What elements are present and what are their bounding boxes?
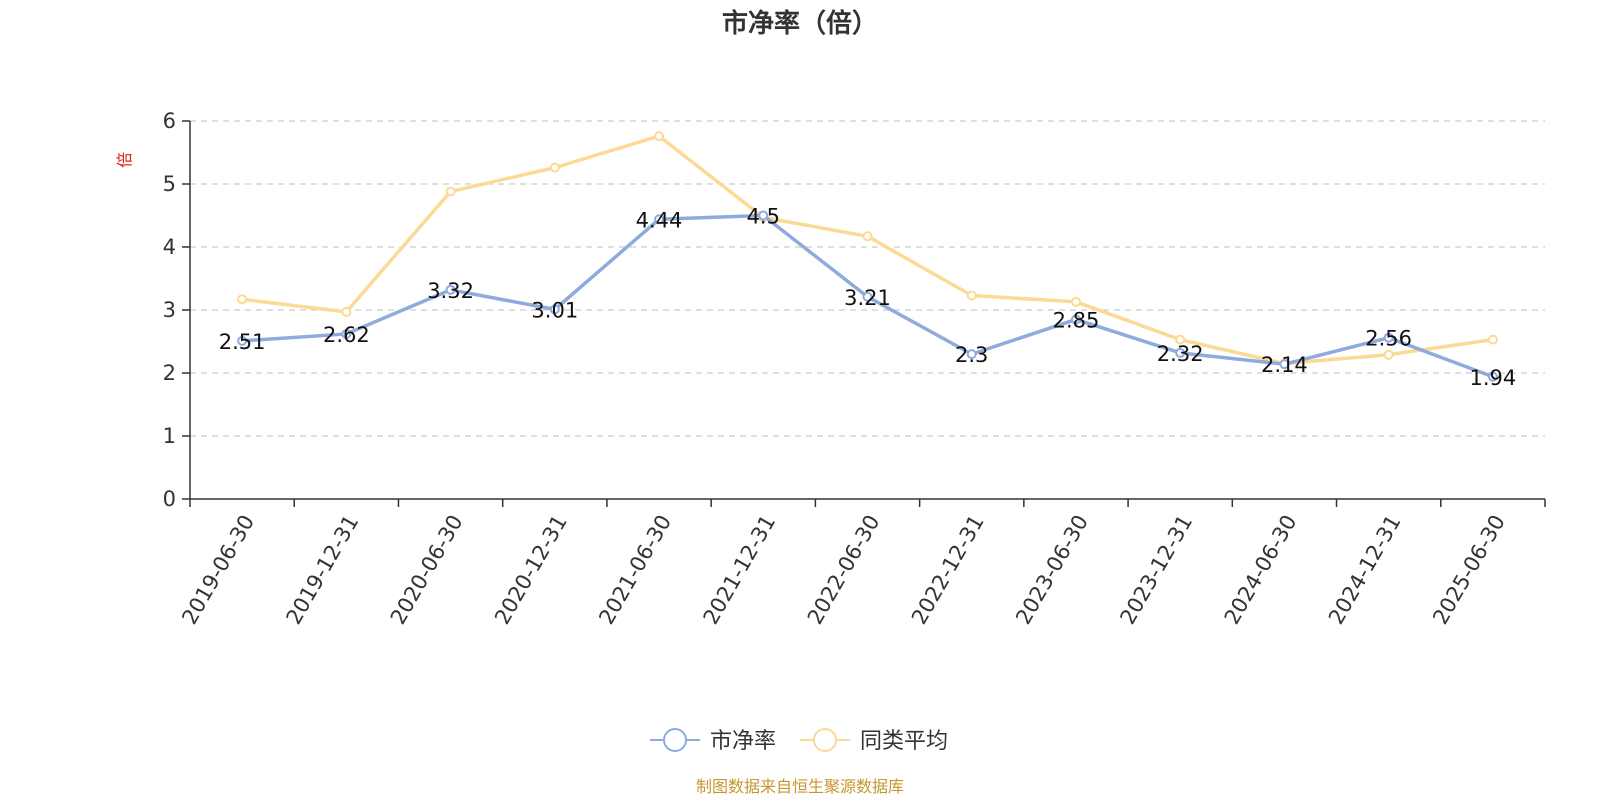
- x-tick-label: 2025-06-30: [1428, 511, 1510, 629]
- x-tick-label: 2019-06-30: [177, 511, 259, 629]
- data-label: 3.21: [844, 286, 891, 310]
- legend-marker-series-1: [813, 728, 837, 752]
- data-labels: 2.51 2.62 3.32 3.01 4.44 4.5 3.21 2.3 2.85 2.32 2.…: [219, 205, 1517, 390]
- legend-item-series-0[interactable]: 市净率: [650, 728, 776, 754]
- data-point[interactable]: [1383, 332, 1394, 343]
- data-point[interactable]: [966, 290, 977, 301]
- data-point[interactable]: [654, 131, 665, 142]
- data-label: 2.14: [1261, 353, 1308, 377]
- data-point[interactable]: [1279, 359, 1290, 370]
- data-point[interactable]: [654, 214, 665, 225]
- data-point[interactable]: [1383, 349, 1394, 360]
- x-tick-label: 2022-12-31: [907, 511, 989, 629]
- data-label: 4.5: [747, 205, 780, 229]
- data-point[interactable]: [445, 186, 456, 197]
- data-label: 2.56: [1365, 327, 1412, 351]
- series-lines: [237, 131, 1498, 382]
- data-label: 4.44: [636, 208, 683, 232]
- grid-lines: [190, 120, 1545, 437]
- x-tick-label: 2020-12-31: [490, 511, 572, 629]
- data-point[interactable]: [1175, 334, 1186, 345]
- x-tick-label: 2023-06-30: [1011, 511, 1093, 629]
- x-tick-label: 2021-12-31: [699, 511, 781, 629]
- data-point[interactable]: [445, 284, 456, 295]
- y-tick-label: 0: [163, 487, 176, 511]
- x-tick-label: 2024-06-30: [1220, 511, 1302, 629]
- y-tick-label: 2: [163, 361, 176, 385]
- series-1: [237, 131, 1498, 369]
- data-point[interactable]: [549, 162, 560, 173]
- data-point[interactable]: [862, 231, 873, 242]
- data-point[interactable]: [862, 291, 873, 302]
- data-point[interactable]: [966, 349, 977, 360]
- chart-title: 市净率（倍）: [722, 8, 878, 39]
- legend: 市净率 同类平均: [650, 728, 948, 754]
- y-axis-unit-label: 倍: [115, 152, 134, 168]
- y-tick-label: 1: [163, 424, 176, 448]
- legend-label-series-1: 同类平均: [860, 729, 948, 754]
- data-point[interactable]: [549, 304, 560, 315]
- x-tick-label: 2022-06-30: [803, 511, 885, 629]
- data-point[interactable]: [1070, 314, 1081, 325]
- axes: 0 1 2 3 4 5 6 2019-06-30 2019-12-31 2020-06-30 202…: [163, 109, 1546, 629]
- x-tick-label: 2019-12-31: [282, 511, 364, 629]
- y-tick-label: 3: [163, 298, 176, 322]
- data-label: 3.32: [427, 279, 474, 303]
- data-point[interactable]: [1175, 347, 1186, 358]
- data-label: 2.32: [1157, 342, 1204, 366]
- y-tick-label: 6: [163, 109, 176, 133]
- legend-marker-series-0: [663, 728, 687, 752]
- x-tick-label: 2021-06-30: [594, 511, 676, 629]
- data-point[interactable]: [341, 328, 352, 339]
- data-point[interactable]: [1487, 334, 1498, 345]
- data-point[interactable]: [237, 335, 248, 346]
- series-0: [237, 210, 1498, 382]
- source-note: 制图数据来自恒生聚源数据库: [696, 777, 904, 796]
- data-point[interactable]: [237, 294, 248, 305]
- data-point[interactable]: [1070, 296, 1081, 307]
- data-label: 2.3: [955, 343, 988, 367]
- data-point[interactable]: [1487, 371, 1498, 382]
- data-point[interactable]: [758, 210, 769, 221]
- legend-item-series-1[interactable]: 同类平均: [800, 728, 948, 754]
- x-tick-label: 2023-12-31: [1115, 511, 1197, 629]
- data-label: 2.85: [1053, 308, 1100, 332]
- y-tick-label: 5: [163, 172, 176, 196]
- x-tick-label: 2020-06-30: [386, 511, 468, 629]
- data-label: 3.01: [531, 298, 578, 322]
- legend-label-series-0: 市净率: [710, 729, 776, 754]
- y-tick-label: 4: [163, 235, 176, 259]
- data-point[interactable]: [341, 306, 352, 317]
- data-label: 2.51: [219, 330, 266, 354]
- series-line-1: [241, 134, 1494, 366]
- x-tick-label: 2024-12-31: [1324, 511, 1406, 629]
- data-label: 1.94: [1470, 366, 1517, 390]
- data-label: 2.62: [323, 323, 370, 347]
